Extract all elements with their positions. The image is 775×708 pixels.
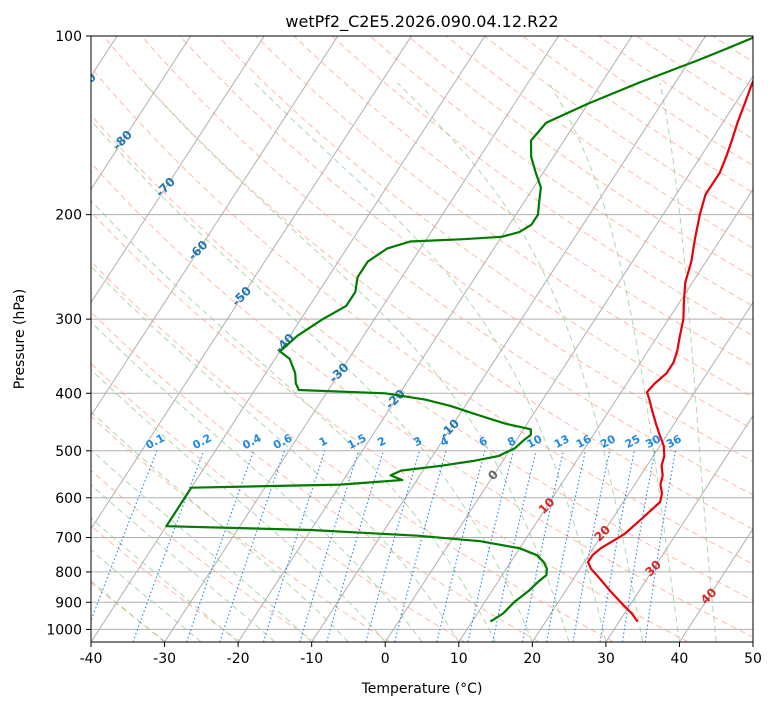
isotherm-line: [91, 36, 412, 530]
x-tick-label: 30: [597, 651, 615, 667]
y-tick-label: 200: [55, 208, 82, 224]
plot-area: [91, 36, 753, 642]
mixing-ratio-label: 30: [643, 432, 663, 451]
mixing-ratio-line: [186, 450, 255, 642]
moist-adiabat-line: [91, 449, 313, 642]
isotherm-line: [164, 36, 559, 642]
y-tick-label: 900: [55, 595, 82, 611]
moist-adiabat-line: [91, 517, 239, 642]
axes: -40 -30 -20 -10 0 10 20 30 40 50 100 200 300 400 500 60…: [46, 29, 762, 667]
moist-adiabat-line: [91, 484, 276, 642]
moist-adiabat-line: [143, 82, 570, 642]
moist-adiabat-line: [659, 82, 717, 642]
isotherm-line: [458, 188, 753, 642]
temperature-profile-line: [586, 79, 753, 623]
mixing-ratio-label: 16: [574, 432, 594, 451]
x-tick-label: -30: [153, 651, 176, 667]
moist-adiabat-line: [548, 82, 680, 642]
mixing-ratio-line: [436, 450, 486, 642]
isotherm-line: [237, 36, 633, 642]
dry-adiabat-line: [91, 66, 753, 565]
dry-adiabat-line: [91, 211, 689, 642]
moist-adiabat-line: [254, 82, 607, 642]
moist-adiabat-line: [397, 82, 644, 642]
isotherm-line: [531, 301, 753, 642]
dry-adiabat-line: [103, 36, 753, 530]
profiles: [165, 36, 753, 623]
mixing-ratio-line: [492, 450, 537, 642]
mixing-ratio-label: 36: [664, 432, 684, 451]
isotherm-line: [605, 414, 753, 642]
moist-adiabat-line: [91, 199, 497, 642]
moist-adiabat-line: [91, 369, 386, 642]
moist-adiabat-line: [91, 549, 202, 642]
mixing-ratio-line: [467, 450, 514, 642]
dry-adiabat-line: [91, 311, 540, 642]
y-tick-label: 1000: [46, 622, 82, 638]
moist-adiabat-line: [91, 580, 165, 642]
isotherm-line: [311, 36, 706, 642]
x-tick-label: 10: [450, 651, 468, 667]
moist-adiabat-line: [91, 265, 460, 642]
chart-title: wetPf2_C2E5.2026.090.04.12.R22: [285, 12, 558, 32]
mixing-ratio-line: [365, 450, 421, 642]
x-tick-label: -40: [80, 651, 103, 667]
dry-adiabat-line: [91, 525, 242, 642]
moist-adiabat-line: [91, 411, 349, 642]
mixing-ratio-line: [394, 450, 447, 642]
plot-frame: [90, 35, 754, 643]
dry-adiabat-line: [91, 162, 753, 638]
mixing-ratio-line: [262, 450, 326, 642]
mixing-ratio-line: [132, 450, 205, 642]
dry-adiabat-line: [293, 36, 753, 367]
x-tick-label: 40: [670, 651, 688, 667]
isotherm-line: [91, 36, 265, 304]
isotherm-line: [679, 527, 753, 642]
isotherm-line: [91, 36, 486, 642]
x-tick-label: 50: [744, 651, 762, 667]
moist-adiabat-line: [91, 321, 423, 642]
mixing-ratio-line: [219, 450, 285, 642]
y-tick-label: 800: [55, 565, 82, 581]
mixing-ratio-label: 20: [598, 432, 618, 451]
dry-adiabat-line: [217, 36, 753, 430]
y-tick-label: 600: [55, 491, 82, 507]
y-axis-label: Pressure (hPa): [12, 289, 28, 389]
y-tick-label: 400: [55, 386, 82, 402]
y-tick-label: 500: [55, 444, 82, 460]
dry-adiabat-line: [255, 36, 753, 398]
dry-adiabat-line: [91, 260, 614, 642]
mixing-ratio-line: [299, 450, 360, 642]
isotherm-label: -90: [74, 70, 99, 95]
x-axis-label: Temperature (°C): [361, 681, 483, 697]
y-tick-label: 700: [55, 531, 82, 547]
mixing-ratio-label: 25: [623, 432, 643, 451]
mixing-ratio-line: [326, 450, 384, 642]
dewpoint-profile-line: [165, 36, 753, 623]
isotherm-line: [384, 75, 753, 642]
x-tick-label: 0: [381, 651, 390, 667]
mixing-ratio-label: 13: [552, 432, 572, 451]
mixing-ratio-line: [91, 450, 158, 623]
y-tick-label: 100: [55, 29, 82, 45]
x-tick-label: -10: [300, 651, 323, 667]
x-tick-label: 20: [523, 651, 541, 667]
x-tick-label: -20: [227, 651, 250, 667]
isotherm-line: [91, 36, 192, 191]
background-lines: [91, 36, 753, 642]
isotherm-line: [91, 36, 339, 417]
y-tick-label: 300: [55, 312, 82, 328]
dry-adiabat-line: [91, 469, 316, 642]
